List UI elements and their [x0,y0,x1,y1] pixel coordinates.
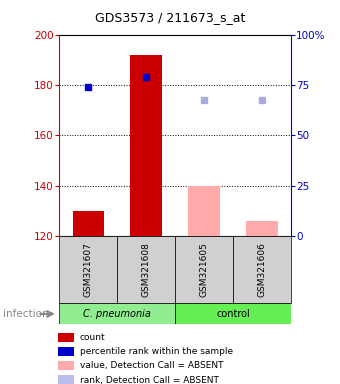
Bar [59,236,117,303]
Bar [130,55,162,236]
Text: C. pneumonia: C. pneumonia [83,309,151,319]
Text: GSM321605: GSM321605 [200,242,208,297]
Text: count: count [80,333,106,342]
Bar [58,347,74,356]
Text: GSM321607: GSM321607 [84,242,93,297]
Bar [58,333,74,342]
Text: GDS3573 / 211673_s_at: GDS3573 / 211673_s_at [95,11,245,24]
Text: value, Detection Call = ABSENT: value, Detection Call = ABSENT [80,361,223,370]
Bar [72,211,104,236]
Text: infection: infection [3,309,49,319]
Bar [59,303,175,324]
Text: percentile rank within the sample: percentile rank within the sample [80,347,233,356]
Bar [188,186,220,236]
Bar [175,236,233,303]
Bar [117,236,175,303]
Bar [246,221,278,236]
Text: GSM321608: GSM321608 [142,242,151,297]
Bar [58,361,74,370]
Text: rank, Detection Call = ABSENT: rank, Detection Call = ABSENT [80,376,219,384]
Bar [175,303,291,324]
Text: GSM321606: GSM321606 [257,242,266,297]
Text: control: control [216,309,250,319]
Bar [233,236,291,303]
Bar [58,376,74,384]
